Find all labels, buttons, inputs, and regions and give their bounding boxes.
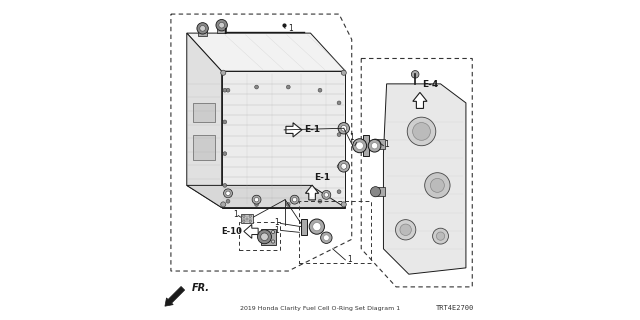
Circle shape xyxy=(337,190,341,194)
Polygon shape xyxy=(221,71,346,208)
Circle shape xyxy=(255,203,259,206)
Circle shape xyxy=(371,139,381,149)
Circle shape xyxy=(226,88,230,92)
Circle shape xyxy=(255,85,259,89)
Circle shape xyxy=(341,202,346,207)
Text: 1: 1 xyxy=(233,210,237,220)
Circle shape xyxy=(341,125,347,131)
Circle shape xyxy=(197,23,209,34)
Circle shape xyxy=(223,189,232,198)
Bar xyxy=(300,201,371,263)
Circle shape xyxy=(219,22,225,28)
Circle shape xyxy=(243,220,245,222)
Circle shape xyxy=(260,233,268,241)
Circle shape xyxy=(337,101,341,105)
Circle shape xyxy=(413,123,430,140)
Circle shape xyxy=(257,230,271,244)
Circle shape xyxy=(323,235,329,241)
Polygon shape xyxy=(364,135,369,156)
Polygon shape xyxy=(301,219,307,235)
Polygon shape xyxy=(165,286,185,306)
Polygon shape xyxy=(187,33,221,208)
Text: 1: 1 xyxy=(347,255,352,264)
Polygon shape xyxy=(286,123,302,137)
Text: 1: 1 xyxy=(385,140,389,149)
Circle shape xyxy=(226,199,230,203)
Text: 1: 1 xyxy=(349,132,354,142)
Circle shape xyxy=(338,123,349,134)
Circle shape xyxy=(221,202,226,207)
Circle shape xyxy=(430,178,444,192)
Text: 2019 Honda Clarity Fuel Cell O-Ring Set Diagram 1: 2019 Honda Clarity Fuel Cell O-Ring Set … xyxy=(240,306,400,311)
Circle shape xyxy=(341,164,347,169)
Circle shape xyxy=(318,88,322,92)
Bar xyxy=(374,187,385,196)
Circle shape xyxy=(226,191,230,196)
Circle shape xyxy=(318,199,322,203)
Circle shape xyxy=(292,197,297,202)
Text: TRT4E2700: TRT4E2700 xyxy=(436,305,474,311)
Circle shape xyxy=(223,152,227,156)
Circle shape xyxy=(321,232,332,244)
Circle shape xyxy=(396,220,416,240)
Bar xyxy=(239,222,280,251)
Circle shape xyxy=(223,88,227,92)
Bar xyxy=(193,135,215,160)
Polygon shape xyxy=(305,185,319,200)
Circle shape xyxy=(436,232,445,240)
Circle shape xyxy=(223,120,227,124)
Circle shape xyxy=(425,173,450,198)
Circle shape xyxy=(200,26,205,31)
Text: E-4: E-4 xyxy=(422,80,438,89)
Text: E-10: E-10 xyxy=(221,227,242,236)
Polygon shape xyxy=(241,214,253,223)
Circle shape xyxy=(271,240,275,243)
Circle shape xyxy=(433,228,449,244)
Circle shape xyxy=(313,222,321,231)
Circle shape xyxy=(254,197,259,202)
Circle shape xyxy=(368,140,381,152)
Polygon shape xyxy=(413,92,427,108)
Circle shape xyxy=(286,203,290,206)
Text: 1: 1 xyxy=(288,24,293,33)
Bar xyxy=(198,28,207,36)
Text: FR.: FR. xyxy=(191,283,209,292)
Circle shape xyxy=(356,142,364,149)
Circle shape xyxy=(271,230,275,234)
Polygon shape xyxy=(187,185,346,208)
Polygon shape xyxy=(383,84,466,274)
Circle shape xyxy=(337,133,341,137)
Polygon shape xyxy=(261,229,276,245)
Circle shape xyxy=(353,139,367,153)
Circle shape xyxy=(371,142,378,149)
Bar xyxy=(374,140,385,149)
Circle shape xyxy=(309,219,324,234)
Circle shape xyxy=(338,161,349,172)
Circle shape xyxy=(341,70,346,75)
Circle shape xyxy=(337,164,341,168)
Text: 1: 1 xyxy=(274,218,279,227)
Bar xyxy=(193,103,215,122)
Bar xyxy=(217,25,227,33)
Circle shape xyxy=(216,20,227,31)
Polygon shape xyxy=(244,224,258,238)
Circle shape xyxy=(371,187,381,197)
Circle shape xyxy=(400,224,412,236)
Circle shape xyxy=(223,183,227,187)
Circle shape xyxy=(243,215,245,217)
Circle shape xyxy=(249,215,252,217)
Text: E-1: E-1 xyxy=(304,125,320,134)
Circle shape xyxy=(252,195,261,204)
Text: E-1: E-1 xyxy=(314,173,330,182)
Circle shape xyxy=(249,220,252,222)
Circle shape xyxy=(322,190,331,199)
Circle shape xyxy=(221,70,226,75)
Circle shape xyxy=(290,195,299,204)
Circle shape xyxy=(324,193,328,197)
Circle shape xyxy=(286,85,290,89)
Text: 1: 1 xyxy=(274,226,279,235)
Circle shape xyxy=(412,70,419,78)
Circle shape xyxy=(407,117,436,146)
Polygon shape xyxy=(187,33,346,71)
